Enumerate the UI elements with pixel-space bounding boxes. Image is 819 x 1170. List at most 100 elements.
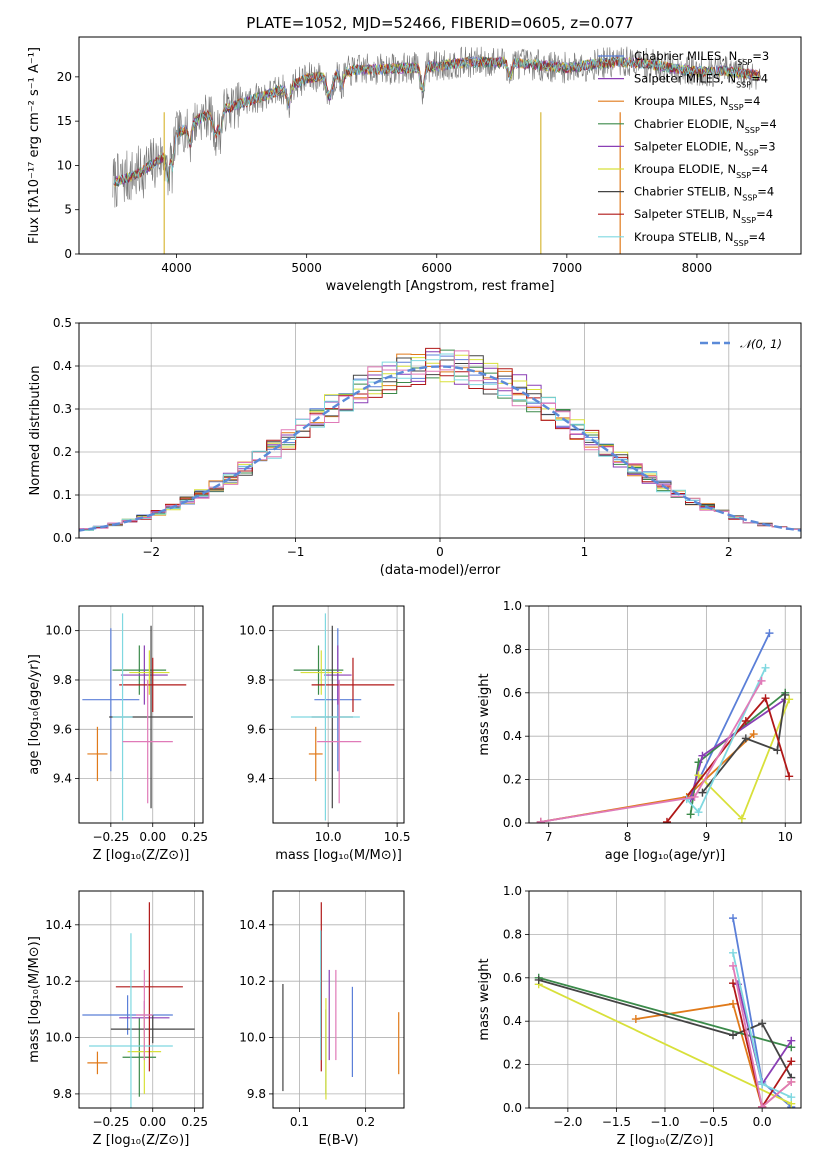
weight-marker	[787, 1077, 796, 1086]
y-tick-label: 10.4	[45, 918, 72, 932]
y-tick-label: 0.0	[503, 1101, 522, 1115]
legend-subscript: SSP	[736, 80, 751, 89]
errorbar-point	[120, 645, 168, 705]
x-tick-label: −1.5	[602, 1115, 631, 1129]
y-tick-label: 0.4	[503, 1014, 522, 1028]
weight-marker	[757, 676, 766, 685]
weight-marker	[758, 1019, 767, 1028]
weight-marker	[758, 1080, 767, 1089]
x-axis-label: (data-model)/error	[380, 563, 501, 578]
y-axis-label: mass weight	[477, 958, 492, 1040]
x-tick-label: −1	[287, 545, 305, 559]
x-tick-label: 0.25	[181, 1115, 208, 1129]
legend-entry: Kroupa ELODIE, NSSP=4	[634, 162, 768, 180]
weight-marker	[694, 771, 703, 780]
x-tick-label: 0.25	[181, 830, 208, 844]
y-tick-label: 10.0	[239, 624, 266, 638]
y-tick-label: 15	[57, 114, 72, 128]
errorbar-point	[87, 1051, 108, 1075]
legend-suffix: =4	[751, 72, 768, 86]
legend-entry: Chabrier ELODIE, NSSP=4	[634, 117, 777, 135]
x-tick-label: 0.00	[139, 1115, 166, 1129]
legend-entry: 𝒩(0, 1)	[740, 337, 782, 351]
weight-vs-age-panel: 7 8 9 10 0.0 0.2 0.4 0.6 0.8 1.0 age [log₁₀(age/yr…	[477, 599, 802, 863]
errorbar-point	[135, 969, 153, 1061]
weight-marker	[761, 663, 770, 672]
errorbar-point	[82, 628, 140, 772]
x-axis-label: Z [log₁₀(Z/Z⊙)]	[617, 1133, 714, 1148]
legend-suffix: =3	[752, 49, 769, 63]
weight-marker	[631, 1015, 640, 1024]
x-tick-label: 0.0	[753, 1115, 772, 1129]
x-tick-label: −0.5	[699, 1115, 728, 1129]
legend-suffix: =3	[759, 139, 776, 153]
weight-marker	[785, 695, 794, 704]
x-tick-label: 6000	[421, 261, 452, 275]
errorbar-point	[115, 902, 183, 1072]
legend-subscript: SSP	[734, 238, 749, 247]
legend-entry: Salpeter STELIB, NSSP=4	[634, 207, 773, 225]
x-axis-label: wavelength [Angstrom, rest frame]	[326, 279, 555, 294]
weight-line	[538, 979, 793, 1079]
histogram-plot-area	[79, 347, 801, 533]
y-tick-label: 0.4	[503, 729, 522, 743]
axes-frame	[78, 605, 204, 824]
mass-vs-ebv-panel: 0.1 0.2 9.8 10.0 10.2 10.4 E(B-V)	[239, 890, 405, 1148]
y-tick-label: 0.0	[503, 816, 522, 830]
axes-frame	[528, 605, 802, 824]
y-tick-label: 9.6	[53, 722, 72, 736]
y-tick-label: 10.0	[45, 624, 72, 638]
y-tick-label: 10.4	[239, 918, 266, 932]
axes-frame	[78, 36, 802, 255]
y-tick-label: 10.2	[45, 974, 72, 988]
weight-marker	[758, 1102, 767, 1108]
y-tick-label: 0.6	[503, 971, 522, 985]
x-tick-label: −0.25	[92, 1115, 129, 1129]
errorbar-point	[317, 679, 362, 804]
axes-frame	[528, 890, 802, 1109]
errorbar-point	[308, 726, 323, 782]
weight-marker	[785, 772, 794, 781]
model-spectrum-kroupa-stelib	[113, 55, 760, 186]
errorbar-plot-area	[282, 902, 400, 1100]
y-tick-label: 10.0	[239, 1031, 266, 1045]
y-axis-label: Normed distribution	[28, 366, 43, 496]
weight-line	[701, 694, 787, 794]
weight-marker	[765, 629, 774, 638]
y-tick-label: 0.0	[53, 531, 72, 545]
errorbar-point	[110, 1015, 195, 1044]
legend-suffix: =4	[760, 117, 777, 131]
mass-vs-metallicity-panel: −0.25 0.00 0.25 9.8 10.0 10.2 10.4 Z [log₁₀(Z/Z…	[27, 890, 208, 1148]
weight-marker	[690, 792, 699, 801]
legend-entry: Kroupa STELIB, NSSP=4	[634, 230, 765, 248]
weight-marker	[698, 751, 707, 760]
weight-marker	[729, 914, 737, 923]
errorbar-plot-area	[82, 902, 195, 1108]
x-tick-label: 10.5	[384, 830, 411, 844]
spectrum-panel: 4000 5000 6000 7000 8000 0 5 10 15 20 wavelength […	[27, 36, 802, 294]
errorbar-point	[82, 995, 173, 1035]
normal-distribution-curve	[79, 365, 801, 532]
y-tick-label: 9.8	[247, 1087, 266, 1101]
errorbar-point	[122, 1017, 157, 1097]
weight-marker	[534, 975, 543, 984]
legend-suffix: =4	[751, 162, 768, 176]
errorbar-point	[119, 657, 187, 713]
weight-marker	[536, 817, 545, 823]
errorbar-point	[290, 613, 360, 821]
errorbar-plot-area	[82, 613, 193, 821]
x-tick-label: 2	[725, 545, 733, 559]
legend-entry: Chabrier MILES, NSSP=3	[634, 49, 769, 67]
x-axis-label: Z [log₁₀(Z/Z⊙)]	[93, 848, 190, 863]
legend-suffix: =4	[757, 185, 774, 199]
weight-marker	[729, 961, 737, 970]
x-tick-label: 10.0	[315, 830, 342, 844]
weight-plot-area	[534, 914, 796, 1108]
legend-subscript: SSP	[736, 171, 751, 180]
y-tick-label: 20	[57, 70, 72, 84]
errorbar-point	[293, 645, 344, 695]
y-axis-label: Flux [fλ10⁻¹⁷ erg cm⁻² s⁻¹ A⁻¹]	[27, 47, 42, 244]
errorbar-point	[89, 933, 173, 1108]
x-axis-label: mass [log₁₀(M/M⊙)]	[275, 848, 402, 863]
weight-line	[538, 976, 792, 1049]
